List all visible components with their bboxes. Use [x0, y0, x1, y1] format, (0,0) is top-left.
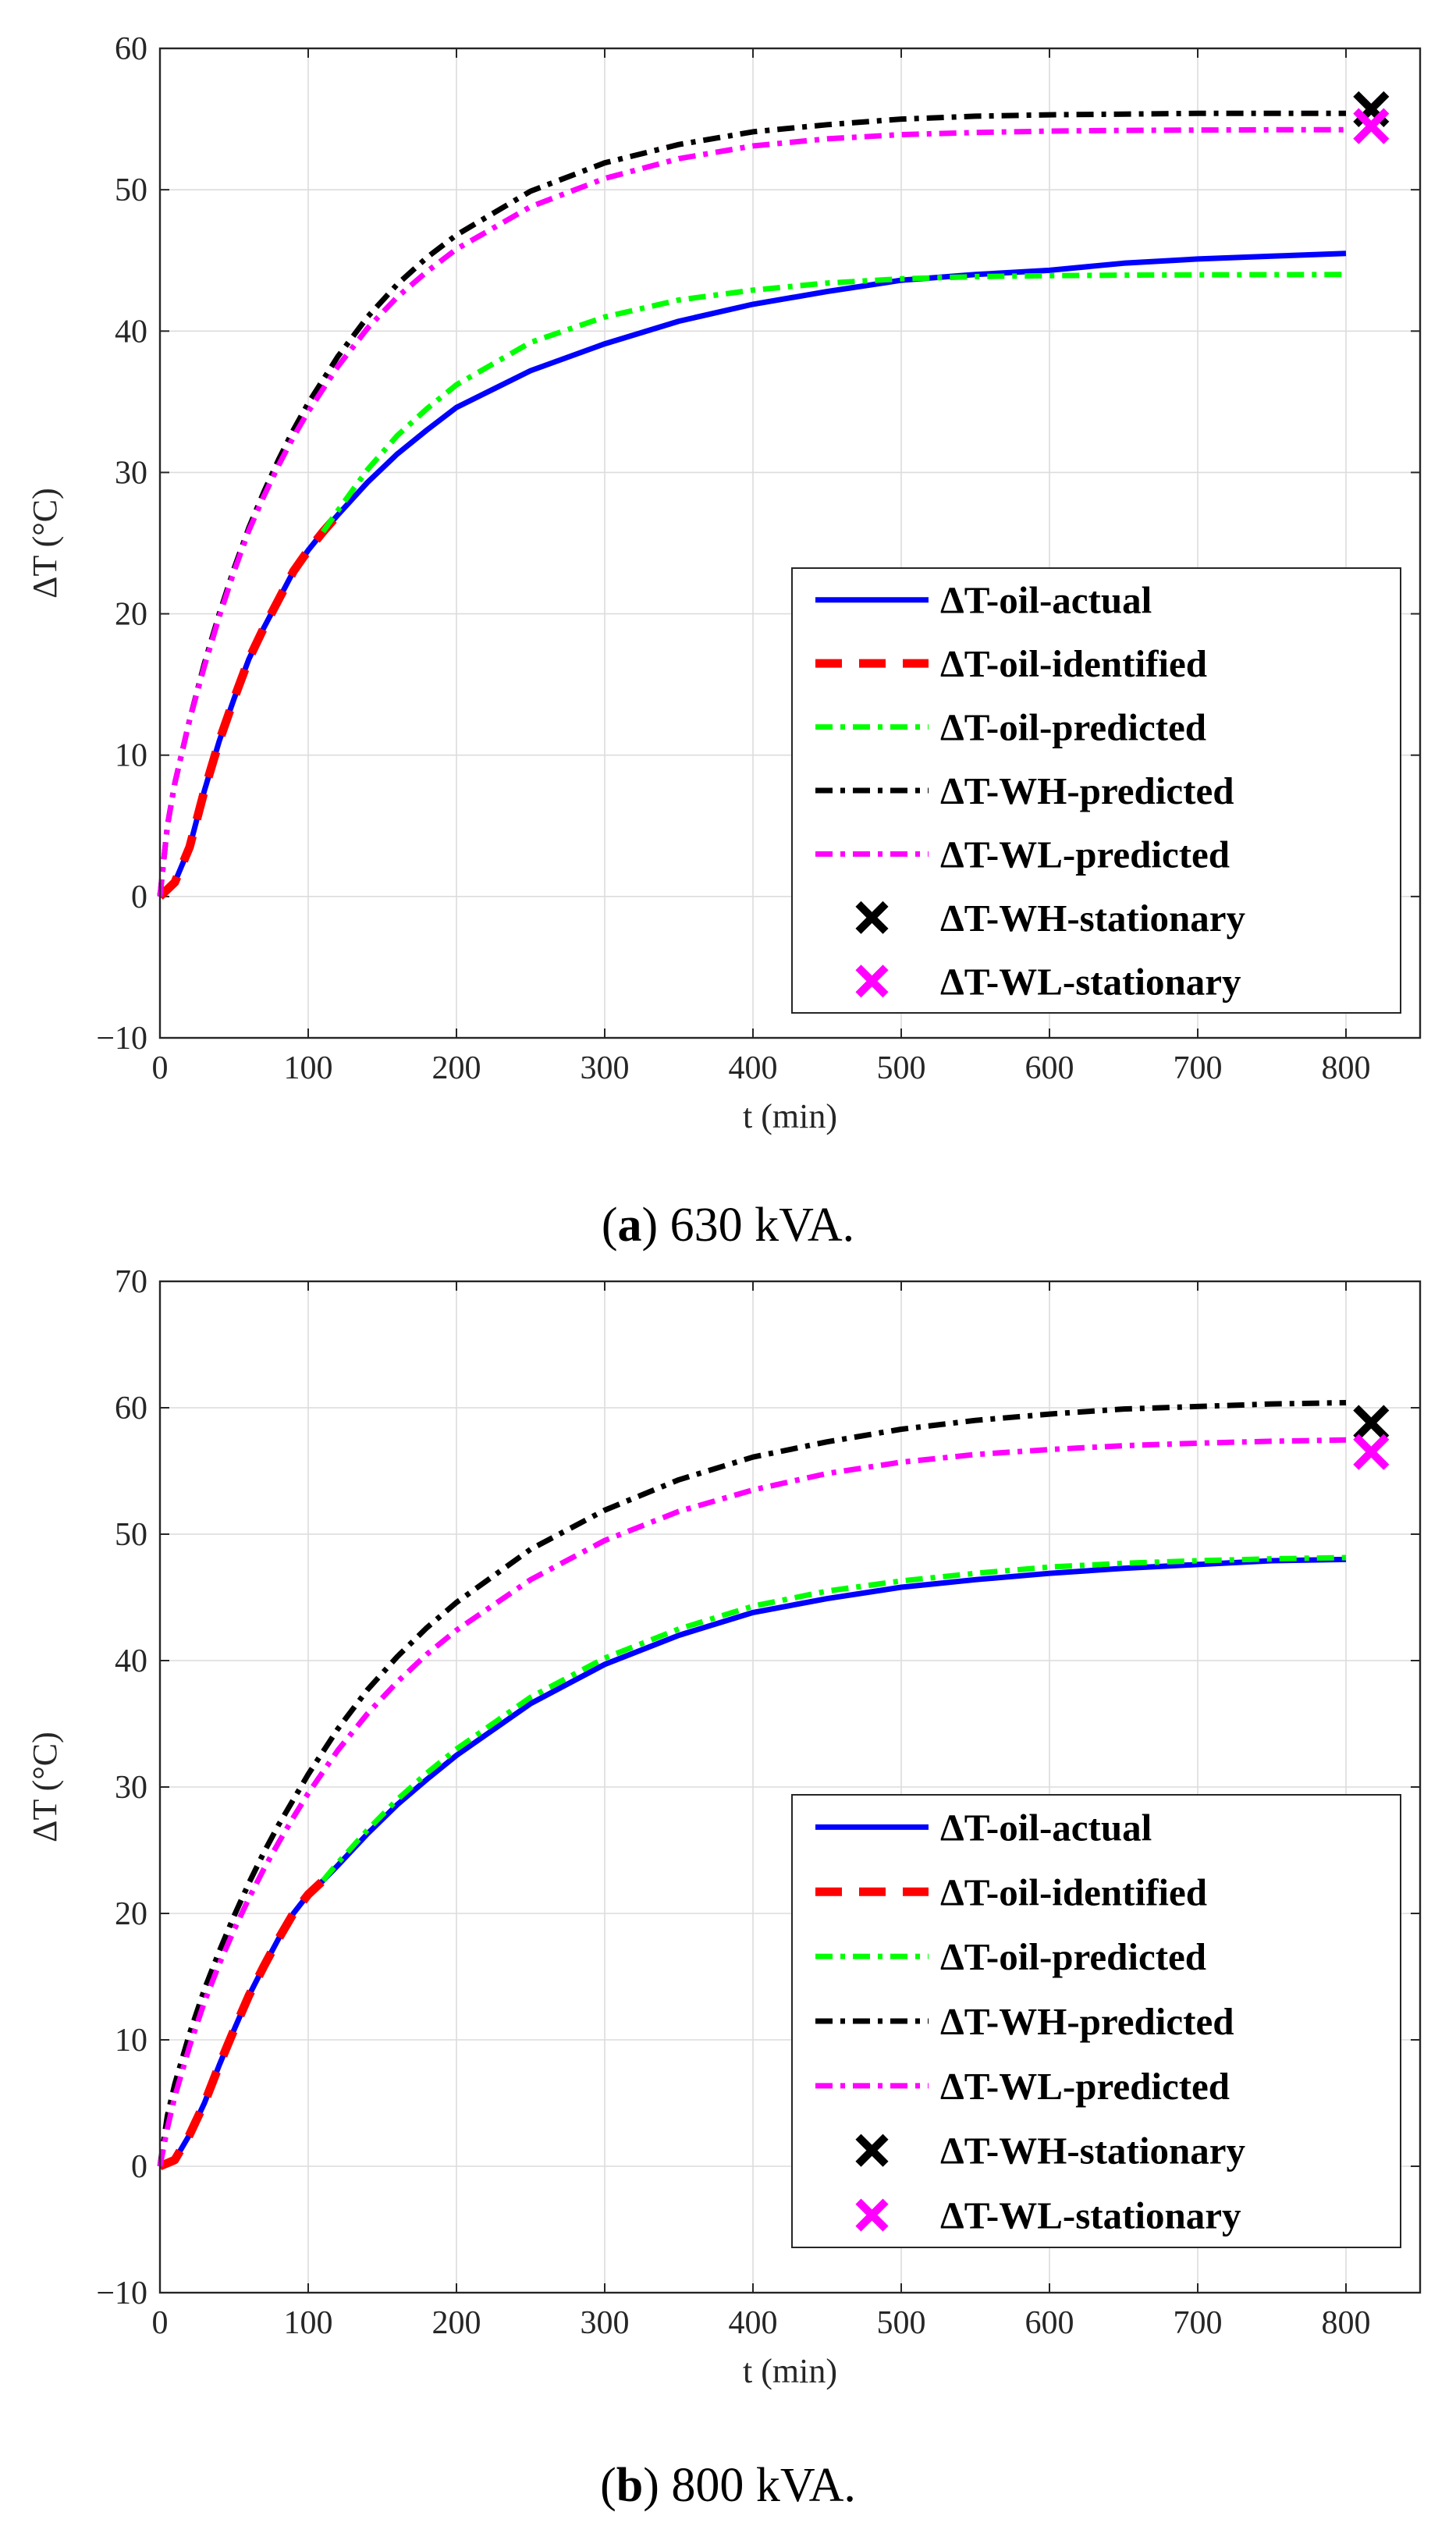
caption-800kva: (b) 800 kVA.: [600, 2459, 856, 2512]
x-tick-label: 600: [1025, 1050, 1074, 1086]
y-tick-label: 50: [115, 172, 147, 208]
x-tick-label: 800: [1322, 2305, 1371, 2341]
x-tick-label: 700: [1174, 1050, 1223, 1086]
legend-label-delta-t-wl-predicted: ΔT-WL-predicted: [940, 833, 1230, 876]
series-delta-t-oil-predicted: [321, 1554, 1347, 1883]
y-tick-label: 30: [115, 455, 147, 491]
series-delta-t-oil-identified: [158, 1877, 326, 2171]
x-axis-label: t (min): [743, 2352, 837, 2390]
y-tick-label: 0: [131, 2149, 147, 2185]
series-delta-t-wl-predicted: [157, 126, 1347, 897]
x-tick-label: 200: [432, 1050, 481, 1086]
legend-label-delta-t-wh-predicted: ΔT-WH-predicted: [940, 2000, 1234, 2043]
chart-800kva: 0 100 200 300 400 500 600 700 800−10010203040506…: [26, 1264, 1422, 2390]
y-tick-label: 50: [115, 1517, 147, 1553]
legend-swatch-delta-t-wh-stationary: [855, 901, 889, 934]
legend-label-delta-t-wl-stationary: ΔT-WL-stationary: [940, 960, 1241, 1003]
legend-swatch-delta-t-wh-stationary: [855, 2133, 889, 2167]
legend-label-delta-t-oil-predicted: ΔT-oil-predicted: [940, 706, 1206, 749]
x-axis-label: t (min): [743, 1097, 837, 1135]
y-tick-label: 40: [115, 1643, 147, 1679]
legend-label-delta-t-wl-stationary: ΔT-WL-stationary: [940, 2194, 1241, 2237]
series-delta-t-wl-predicted: [157, 1437, 1347, 2167]
x-tick-label: 700: [1174, 2305, 1223, 2341]
legend-label-delta-t-oil-actual: ΔT-oil-actual: [940, 579, 1152, 622]
legend-swatch-delta-t-wl-stationary: [855, 965, 889, 998]
y-tick-label: 60: [115, 1391, 147, 1426]
x-tick-label: 100: [284, 1050, 333, 1086]
legend-label-delta-t-wh-stationary: ΔT-WH-stationary: [940, 2130, 1245, 2173]
legend-label-delta-t-oil-actual: ΔT-oil-actual: [940, 1806, 1152, 1849]
series-delta-t-oil-identified: [157, 512, 342, 900]
x-tick-label: 400: [729, 1050, 778, 1086]
y-tick-label: 70: [115, 1264, 147, 1300]
legend-label-delta-t-oil-identified: ΔT-oil-identified: [940, 1871, 1207, 1913]
y-axis-label: ΔT (°C): [26, 1732, 64, 1842]
series-delta-t-oil-predicted: [321, 272, 1347, 534]
legend-swatch-delta-t-wl-stationary: [855, 2198, 889, 2232]
x-tick-label: 800: [1322, 1050, 1371, 1086]
y-tick-label: 0: [131, 879, 147, 915]
x-tick-label: 300: [581, 1050, 630, 1086]
x-tick-label: 0: [152, 2305, 169, 2341]
legend: ΔT-oil-actual ΔT-oil-identified ΔT-oil-pre…: [791, 567, 1401, 1014]
y-tick-label: 10: [115, 2023, 147, 2059]
x-tick-label: 100: [284, 2305, 333, 2341]
marker-delta-t-wl-stationary: [1353, 1434, 1390, 1470]
legend-label-delta-t-oil-predicted: ΔT-oil-predicted: [940, 1935, 1206, 1978]
legend-label-delta-t-wh-predicted: ΔT-WH-predicted: [940, 769, 1234, 812]
y-tick-label: 40: [115, 314, 147, 350]
series-delta-t-wh-predicted: [157, 1400, 1347, 2167]
x-tick-label: 300: [581, 2305, 630, 2341]
chart-630kva: 0 100 200 300 400 500 600 700 800−10010203040506…: [26, 31, 1422, 1135]
marker-delta-t-wh-stationary: [1353, 1405, 1390, 1441]
y-tick-label: 20: [115, 597, 147, 633]
x-tick-label: 400: [729, 2305, 778, 2341]
y-tick-label: 10: [115, 738, 147, 774]
x-tick-label: 500: [877, 2305, 926, 2341]
x-tick-label: 0: [152, 1050, 169, 1086]
caption-630kva: (a) 630 kVA.: [602, 1199, 854, 1252]
y-tick-label: 20: [115, 1896, 147, 1932]
y-tick-label: 60: [115, 31, 147, 67]
y-tick-label: −10: [96, 2276, 147, 2311]
marker-delta-t-wl-stationary: [1353, 108, 1390, 144]
axes-frame: [158, 1280, 1422, 2294]
axes-frame: [158, 47, 1422, 1039]
x-tick-label: 600: [1025, 2305, 1074, 2341]
x-tick-label: 500: [877, 1050, 926, 1086]
legend-box: [791, 1794, 1401, 2248]
y-axis-label: ΔT (°C): [26, 488, 64, 599]
legend-label-delta-t-wh-stationary: ΔT-WH-stationary: [940, 897, 1245, 940]
y-tick-label: 30: [115, 1770, 147, 1806]
x-tick-label: 200: [432, 2305, 481, 2341]
legend-label-delta-t-wl-predicted: ΔT-WL-predicted: [940, 2065, 1230, 2108]
legend-label-delta-t-oil-identified: ΔT-oil-identified: [940, 642, 1207, 685]
legend: ΔT-oil-actual ΔT-oil-identified ΔT-oil-pre…: [791, 1794, 1401, 2248]
y-tick-label: −10: [96, 1021, 147, 1057]
